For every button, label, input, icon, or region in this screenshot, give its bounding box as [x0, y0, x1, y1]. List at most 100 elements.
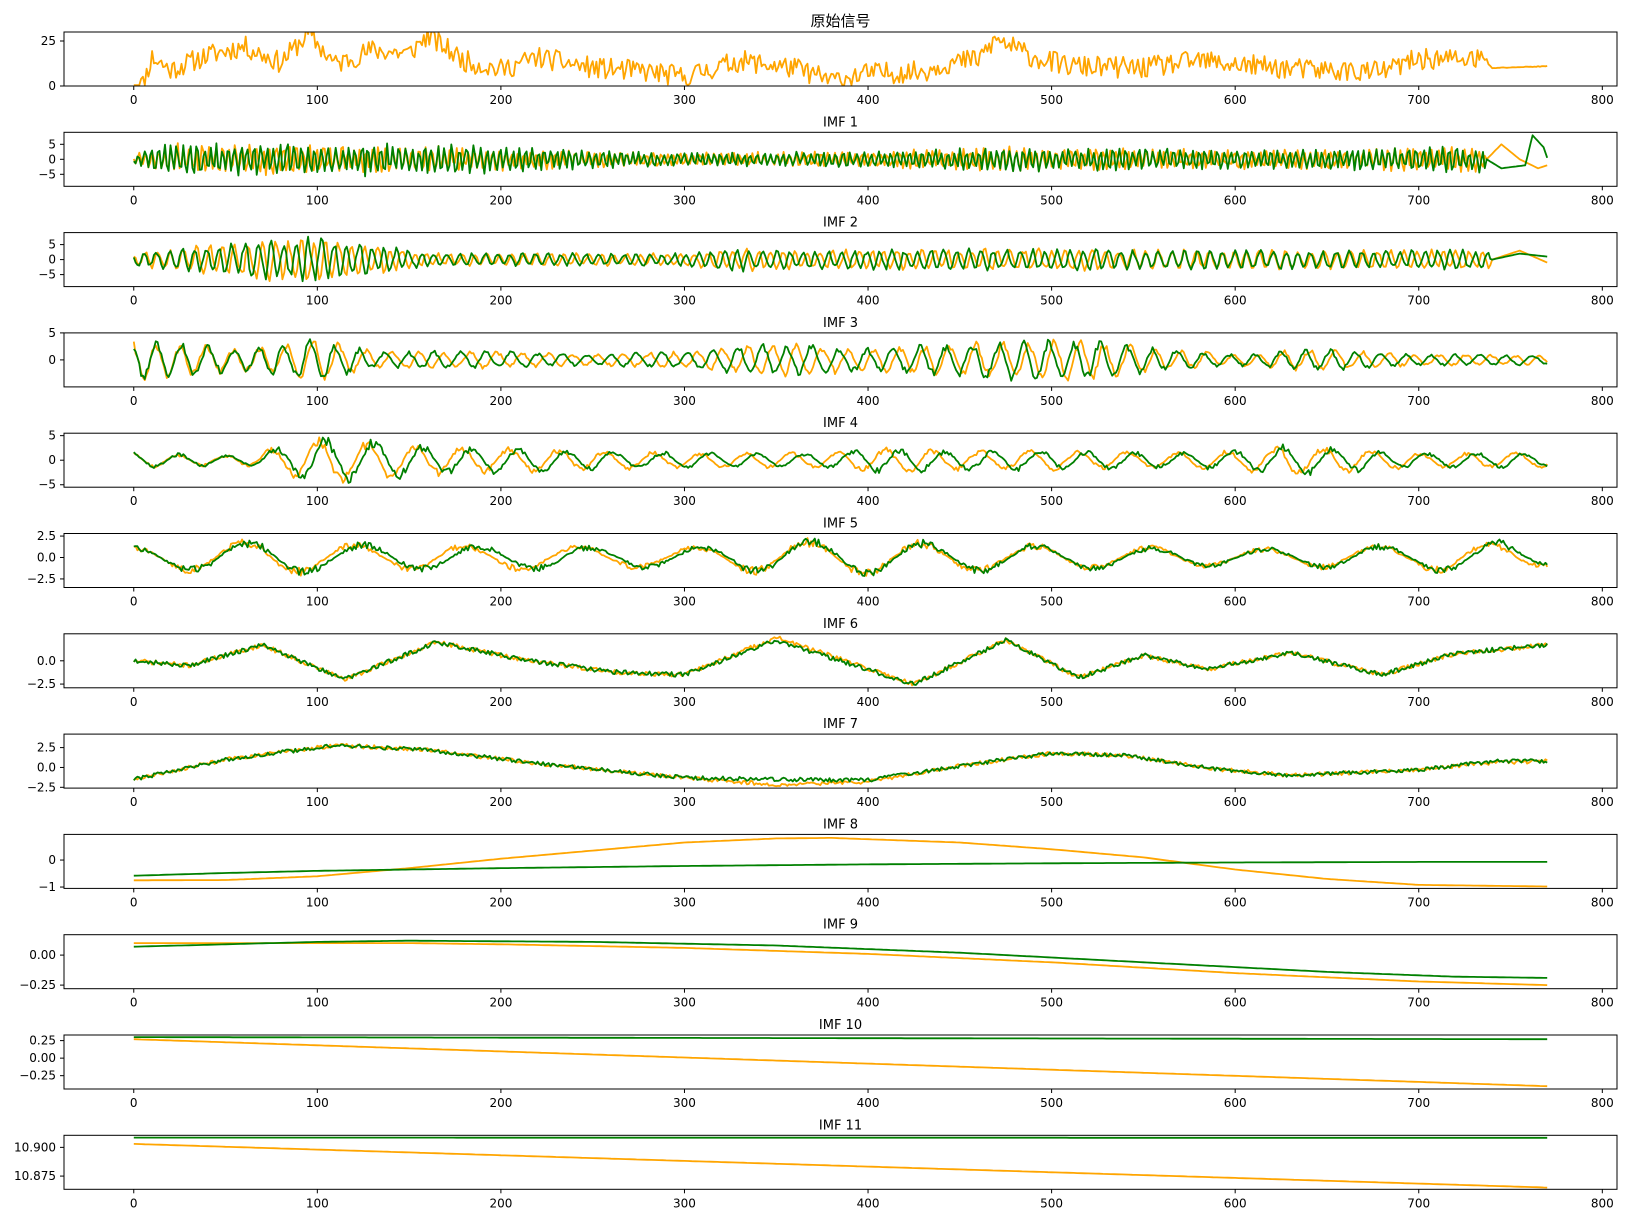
subplot-title: IMF 2	[823, 216, 858, 231]
x-tick-label: 600	[1224, 996, 1247, 1010]
x-tick-label: 500	[1040, 294, 1063, 308]
x-tick-label: 0	[130, 695, 138, 709]
subplot-1: IMF 10 100 200 300 400 500 600 700 800−505	[38, 115, 1618, 207]
x-tick-label: 100	[306, 1196, 329, 1210]
x-tick-label: 200	[489, 193, 512, 207]
y-tick-label: 10.900	[14, 1140, 56, 1154]
y-tick-label: 0.00	[29, 1051, 56, 1065]
x-tick-label: 700	[1407, 193, 1430, 207]
x-tick-label: 400	[857, 294, 880, 308]
subplot-title: IMF 9	[823, 918, 858, 933]
subplot-6: IMF 6 0 100 200 300 400 500 600 700 800 −2.5 0.0	[27, 617, 1618, 709]
x-tick-label: 200	[489, 895, 512, 909]
x-tick-label: 0	[130, 996, 138, 1010]
x-tick-label: 700	[1407, 895, 1430, 909]
y-tick-label: 10.875	[14, 1169, 56, 1183]
x-tick-label: 500	[1040, 1196, 1063, 1210]
y-tick-label: 0.0	[37, 760, 56, 774]
x-tick-label: 100	[306, 1096, 329, 1110]
y-tick-label: 2.5	[37, 741, 56, 755]
series-line-1	[133, 134, 1549, 178]
x-tick-label: 400	[857, 695, 880, 709]
x-tick-label: 600	[1224, 1196, 1247, 1210]
x-tick-label: 600	[1224, 595, 1247, 609]
x-tick-label: 100	[306, 93, 329, 107]
x-tick-label: 700	[1407, 695, 1430, 709]
x-tick-label: 500	[1040, 394, 1063, 408]
x-tick-label: 600	[1224, 895, 1247, 909]
x-tick-label: 800	[1591, 294, 1614, 308]
axes-frame	[63, 833, 1618, 889]
y-tick-label: −2.5	[27, 780, 56, 794]
x-tick-label: 0	[130, 595, 138, 609]
x-tick-label: 600	[1224, 494, 1247, 508]
x-tick-label: 300	[673, 193, 696, 207]
y-tick-label: 2.5	[37, 529, 56, 543]
subplot-4: IMF 4 0 100 200 300 400 500 600 700 800 −5 0 5	[38, 416, 1618, 508]
subplot-title: 原始信号	[810, 12, 870, 30]
series-line-0	[133, 1038, 1548, 1088]
x-tick-label: 500	[1040, 795, 1063, 809]
x-tick-label: 500	[1040, 193, 1063, 207]
x-tick-label: 200	[489, 494, 512, 508]
x-tick-label: 600	[1224, 294, 1247, 308]
x-tick-label: 0	[130, 895, 138, 909]
series-line-1	[133, 1036, 1548, 1041]
x-tick-label: 0	[130, 93, 138, 107]
x-tick-label: 700	[1407, 294, 1430, 308]
x-tick-label: 400	[857, 93, 880, 107]
x-tick-label: 200	[489, 1096, 512, 1110]
x-tick-label: 400	[857, 193, 880, 207]
series-line-0	[133, 837, 1548, 888]
subplot-title: IMF 1	[823, 115, 858, 130]
axes-frame	[63, 934, 1618, 990]
x-tick-label: 500	[1040, 1096, 1063, 1110]
subplot-title: IMF 10	[819, 1018, 862, 1033]
x-tick-label: 700	[1407, 795, 1430, 809]
x-tick-label: 300	[673, 996, 696, 1010]
x-tick-label: 300	[673, 1196, 696, 1210]
axes-frame	[63, 332, 1618, 388]
x-tick-label: 100	[306, 695, 329, 709]
y-tick-label: 5	[48, 137, 56, 151]
subplot-3: IMF 3 0 100 200 300 400 500 600 700 800 0 5	[48, 316, 1618, 408]
y-tick-label: 0	[48, 79, 56, 93]
subplot-title: IMF 11	[819, 1118, 862, 1133]
subplot-11: IMF 11 0 100 200 300 400 500 600 700 800 10.875 10.…	[14, 1118, 1618, 1210]
x-tick-label: 200	[489, 695, 512, 709]
x-tick-label: 0	[130, 1196, 138, 1210]
x-tick-label: 0	[130, 294, 138, 308]
x-tick-label: 500	[1040, 595, 1063, 609]
subplot-title: IMF 6	[823, 617, 858, 632]
y-tick-label: 0	[48, 353, 56, 367]
subplot-9: IMF 9 0 100 200 300 400 500 600 700 800 −0.25 0.00	[19, 918, 1618, 1010]
subplot-title: IMF 4	[823, 416, 858, 431]
x-tick-label: 800	[1591, 996, 1614, 1010]
x-tick-label: 100	[306, 595, 329, 609]
x-tick-label: 0	[130, 494, 138, 508]
x-tick-label: 600	[1224, 93, 1247, 107]
series-line-0	[132, 338, 1548, 382]
x-tick-label: 400	[857, 595, 880, 609]
y-tick-label: 0	[48, 453, 56, 467]
x-tick-label: 200	[489, 294, 512, 308]
y-tick-label: −5	[38, 268, 56, 282]
series-line-1	[133, 338, 1548, 382]
subplot-title: IMF 7	[823, 717, 858, 732]
x-tick-label: 400	[857, 1096, 880, 1110]
x-tick-label: 200	[489, 1196, 512, 1210]
x-tick-label: 100	[306, 895, 329, 909]
x-tick-label: 600	[1224, 795, 1247, 809]
y-tick-label: −2.5	[27, 677, 56, 691]
axes-frame	[63, 31, 1618, 87]
x-tick-label: 700	[1407, 394, 1430, 408]
series-line-0	[133, 32, 1548, 86]
x-tick-label: 100	[306, 494, 329, 508]
series-line-0	[133, 1143, 1548, 1189]
x-tick-label: 600	[1224, 1096, 1247, 1110]
x-tick-label: 700	[1407, 595, 1430, 609]
x-tick-label: 700	[1407, 1096, 1430, 1110]
x-tick-label: 700	[1407, 93, 1430, 107]
series-line-0	[133, 635, 1548, 687]
x-tick-label: 700	[1407, 494, 1430, 508]
